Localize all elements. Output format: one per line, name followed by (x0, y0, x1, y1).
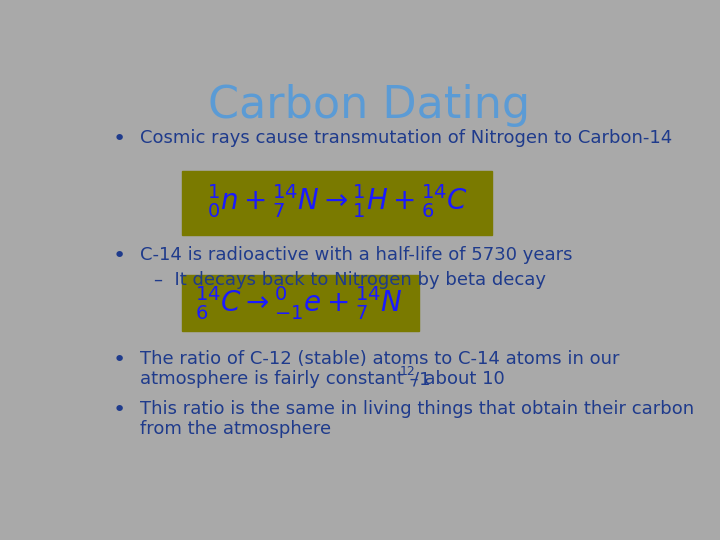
Text: This ratio is the same in living things that obtain their carbon
from the atmosp: This ratio is the same in living things … (140, 400, 694, 438)
Text: •: • (112, 400, 125, 420)
Text: /1: /1 (413, 370, 430, 388)
FancyBboxPatch shape (182, 275, 419, 331)
Text: ${}^{14}_{6}C \rightarrow {}^{0}_{-1}e + {}^{14}_{7}N$: ${}^{14}_{6}C \rightarrow {}^{0}_{-1}e +… (195, 284, 403, 322)
Text: 12: 12 (400, 365, 415, 378)
Text: ${}^{1}_{0}n + {}^{14}_{7}N \rightarrow {}^{1}_{1}H + {}^{14}_{6}C$: ${}^{1}_{0}n + {}^{14}_{7}N \rightarrow … (207, 182, 468, 220)
Text: Carbon Dating: Carbon Dating (208, 84, 530, 126)
Text: Cosmic rays cause transmutation of Nitrogen to Carbon-14: Cosmic rays cause transmutation of Nitro… (140, 129, 672, 147)
Text: C-14 is radioactive with a half-life of 5730 years: C-14 is radioactive with a half-life of … (140, 246, 572, 264)
FancyBboxPatch shape (182, 171, 492, 235)
Text: The ratio of C-12 (stable) atoms to C-14 atoms in our: The ratio of C-12 (stable) atoms to C-14… (140, 349, 620, 368)
Text: •: • (112, 246, 125, 266)
Text: atmosphere is fairly constant – about 10: atmosphere is fairly constant – about 10 (140, 370, 505, 388)
Text: •: • (112, 349, 125, 369)
Text: •: • (112, 129, 125, 149)
Text: –  It decays back to Nitrogen by beta decay: – It decays back to Nitrogen by beta dec… (154, 271, 546, 288)
